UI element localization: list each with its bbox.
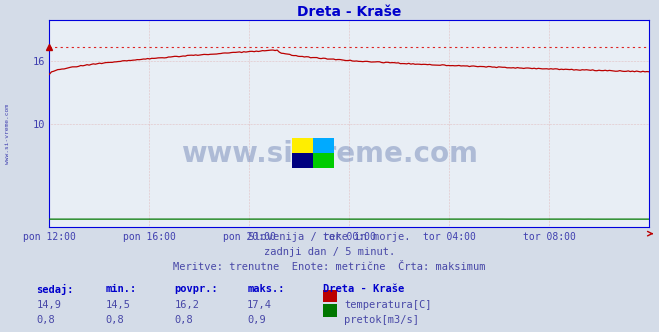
Text: min.:: min.: xyxy=(105,284,136,294)
Text: 0,9: 0,9 xyxy=(247,315,266,325)
Text: Dreta - Kraše: Dreta - Kraše xyxy=(323,284,404,294)
Text: 14,9: 14,9 xyxy=(36,300,61,310)
Text: www.si-vreme.com: www.si-vreme.com xyxy=(181,140,478,168)
Text: Meritve: trenutne  Enote: metrične  Črta: maksimum: Meritve: trenutne Enote: metrične Črta: … xyxy=(173,262,486,272)
Text: 0,8: 0,8 xyxy=(36,315,55,325)
Title: Dreta - Kraše: Dreta - Kraše xyxy=(297,5,401,19)
Text: 0,8: 0,8 xyxy=(175,315,193,325)
Text: maks.:: maks.: xyxy=(247,284,285,294)
Text: pretok[m3/s]: pretok[m3/s] xyxy=(344,315,419,325)
Text: 14,5: 14,5 xyxy=(105,300,130,310)
Text: 17,4: 17,4 xyxy=(247,300,272,310)
Text: 16,2: 16,2 xyxy=(175,300,200,310)
Text: zadnji dan / 5 minut.: zadnji dan / 5 minut. xyxy=(264,247,395,257)
Text: povpr.:: povpr.: xyxy=(175,284,218,294)
Text: sedaj:: sedaj: xyxy=(36,284,74,295)
Text: 0,8: 0,8 xyxy=(105,315,124,325)
Text: www.si-vreme.com: www.si-vreme.com xyxy=(5,105,11,164)
Text: temperatura[C]: temperatura[C] xyxy=(344,300,432,310)
Text: Slovenija / reke in morje.: Slovenija / reke in morje. xyxy=(248,232,411,242)
